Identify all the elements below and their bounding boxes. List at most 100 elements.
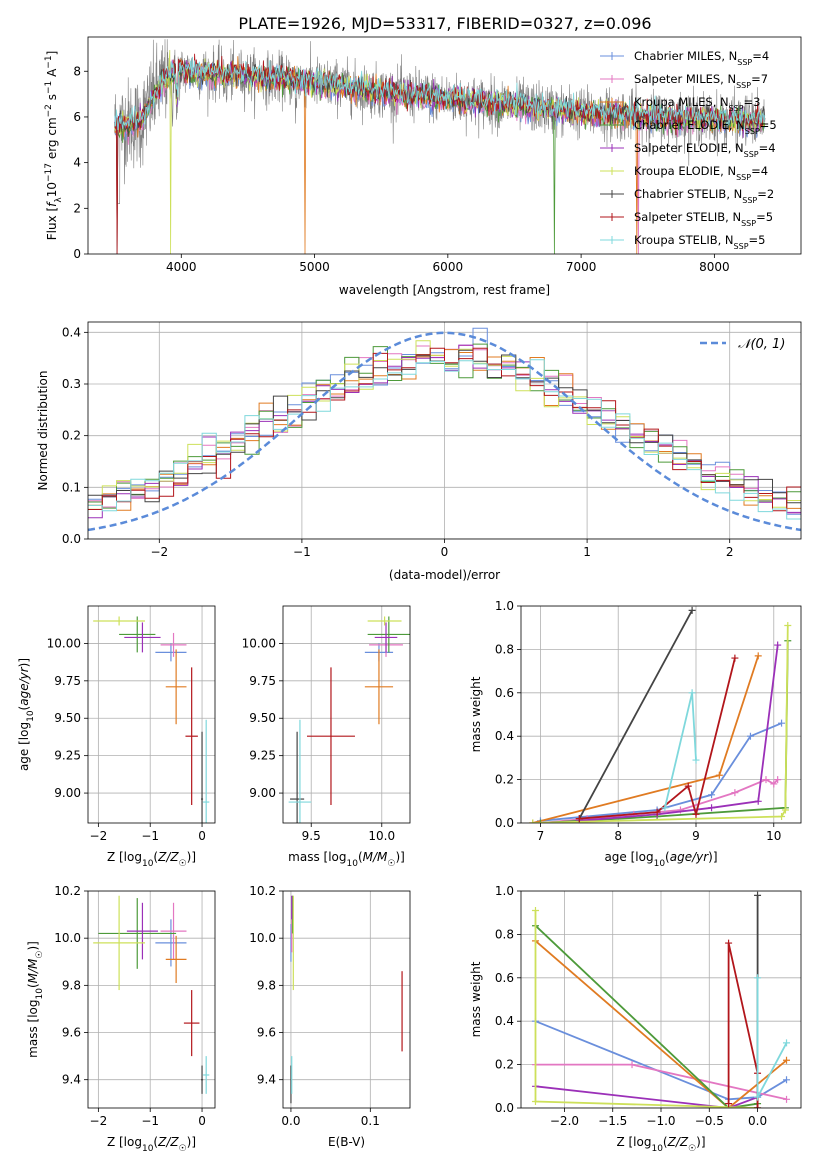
label-part: ☉	[387, 859, 395, 869]
legend-sub: SSP	[736, 81, 751, 90]
label-part: (	[665, 850, 670, 864]
legend-text: Kroupa ELODIE, N	[634, 164, 736, 178]
label-part: Z/Z	[157, 850, 179, 864]
legend-tail: =5	[760, 118, 777, 132]
mass-weight-marker-0	[708, 791, 716, 799]
tick-label-y: 10.00	[47, 636, 81, 650]
model-spectrum-8	[114, 56, 766, 131]
legend-sub: SSP	[729, 104, 744, 113]
tick-label-y: 10.2	[54, 884, 81, 898]
mass-weight-marker-7	[575, 815, 583, 823]
label-part: (	[358, 850, 363, 864]
label-part: (	[153, 1135, 158, 1149]
tick-label-y: 9.6	[257, 1026, 276, 1040]
label-part: )]	[26, 941, 40, 950]
x-axis-label: wavelength [Angstrom, rest frame]	[339, 283, 550, 297]
label-part: mass [log	[288, 850, 346, 864]
mass-weight-marker-7	[725, 1100, 733, 1108]
label-part: (	[26, 983, 40, 988]
plot-area	[88, 322, 801, 539]
legend-text: Chabrier STELIB, N	[634, 187, 742, 201]
tick-label-y: 0.8	[495, 642, 514, 656]
legend-tail: =2	[757, 187, 774, 201]
tick-label-y: 9.6	[62, 1026, 81, 1040]
tick-label-x: 5000	[299, 260, 330, 274]
legend-sub: SSP	[744, 150, 759, 159]
label-part: erg cm	[45, 117, 59, 163]
tick-label-y: 9.75	[249, 674, 276, 688]
mass-weight-marker-2	[754, 652, 762, 660]
tick-label-y: 0.4	[495, 729, 514, 743]
figure-title: PLATE=1926, MJD=53317, FIBERID=0327, z=0…	[238, 14, 651, 33]
tick-label-x: 0.1	[361, 1114, 380, 1128]
legend-sub: SSP	[741, 219, 756, 228]
tick-label-y: 9.50	[54, 711, 81, 725]
plot-area	[521, 606, 801, 823]
label-part: 10	[26, 710, 36, 722]
y-axis-label: mass [log10(M/M☉)]	[26, 941, 45, 1058]
plot-area	[88, 891, 215, 1108]
mass-weight-line-4	[535, 1085, 758, 1108]
label-part: Flux [	[45, 207, 59, 240]
legend-text: Salpeter STELIB, N	[634, 210, 741, 224]
tick-label-y: 9.4	[257, 1073, 276, 1087]
tick-label-y: 0.2	[62, 429, 81, 443]
tick-label-y: 9.25	[249, 749, 276, 763]
label-part: )]	[708, 850, 717, 864]
label-part: (data-model)/error	[389, 568, 500, 582]
tick-label-x: −2	[150, 545, 168, 559]
legend-tail: =5	[756, 210, 773, 224]
y-axis-label: age [log10(age/yr)]	[17, 658, 36, 771]
axes-frame	[87, 890, 216, 1109]
label-part: s	[45, 94, 59, 104]
axes-frame	[282, 605, 411, 824]
tick-label-y: 10.0	[249, 931, 276, 945]
y-axis-label: mass weight	[469, 961, 483, 1037]
mass-weight-marker-7	[684, 782, 692, 790]
y-axis-label: Flux [fλ10−17 erg cm−2 s−1 A−1]	[44, 51, 64, 241]
tick-label-x: 0	[441, 545, 449, 559]
axes-frame	[520, 605, 802, 824]
label-part: 10	[654, 859, 666, 869]
mass-weight-line-0	[535, 1020, 787, 1101]
label-part: )]	[395, 850, 404, 864]
tick-label-x: −1	[141, 1114, 159, 1128]
tick-label-x: 7	[537, 829, 545, 843]
label-part: age [log	[17, 722, 31, 771]
tick-label-y: 10.2	[249, 884, 276, 898]
tick-label-y: 9.8	[62, 978, 81, 992]
label-part: A	[45, 68, 59, 81]
label-part: 10	[142, 859, 154, 869]
legend-sub: SSP	[745, 127, 760, 136]
tick-label-x: 10	[766, 829, 781, 843]
tick-label-y: 0	[73, 247, 81, 261]
label-part: Z [log	[616, 1135, 651, 1149]
tick-label-x: −1.0	[646, 1114, 675, 1128]
legend-sub: SSP	[742, 196, 757, 205]
mass-weight-marker-6	[754, 891, 762, 899]
label-part: 10	[35, 988, 45, 1000]
tick-label-x: −2.0	[550, 1114, 579, 1128]
label-part: (	[153, 850, 158, 864]
legend-text: Chabrier MILES, N	[634, 49, 737, 63]
mass-weight-line-7	[727, 942, 759, 1108]
axes-frame	[282, 890, 411, 1109]
tick-label-y: 6	[73, 110, 81, 124]
mass-weight-marker-7	[692, 810, 700, 818]
label-part: )]	[187, 850, 196, 864]
label-part: ☉	[688, 1144, 696, 1154]
axes-frame	[87, 36, 802, 255]
label-part: mass [log	[26, 1000, 40, 1058]
tick-label-y: 10.00	[242, 636, 276, 650]
mass-weight-marker-6	[688, 606, 696, 614]
plot-area	[283, 606, 410, 823]
legend-entry: Kroupa MILES, NSSP=3	[634, 95, 760, 113]
tick-label-y: 9.00	[249, 786, 276, 800]
mass-weight-marker-7	[725, 939, 733, 947]
legend-normal: 𝒩(0, 1)	[738, 337, 785, 352]
legend-sub: SSP	[734, 242, 749, 251]
mass-weight-line-0	[540, 722, 782, 822]
